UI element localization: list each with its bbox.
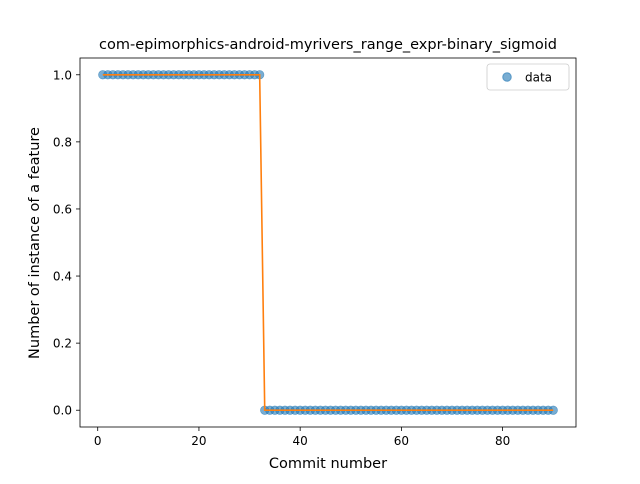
legend-label: data: [525, 71, 552, 85]
x-tick-label: 60: [394, 434, 409, 448]
fit-line: [102, 73, 554, 412]
chart-title: com-epimorphics-android-myrivers_range_e…: [99, 37, 557, 53]
x-tick-label: 20: [191, 434, 206, 448]
y-tick-label: 0.2: [53, 337, 72, 351]
y-axis-label: Number of instance of a feature: [27, 127, 43, 359]
x-tick-label: 0: [94, 434, 102, 448]
legend-box: [486, 63, 570, 91]
y-tick-label: 0.8: [53, 135, 72, 149]
x-tick-label: 40: [293, 434, 308, 448]
plot-area: 0 20 40 60 80 0.0 0.2 0.4 0.6 0.8 1.0 data: [53, 57, 577, 448]
y-tick-label: 0.0: [53, 404, 72, 418]
legend-marker: [502, 72, 512, 82]
y-tick-label: 0.6: [53, 202, 72, 216]
y-tick-label: 0.4: [53, 270, 72, 284]
x-tick-label: 80: [495, 434, 510, 448]
axes-frame: [79, 57, 577, 428]
x-axis-label: Commit number: [269, 456, 387, 472]
y-tick-label: 1.0: [53, 68, 72, 82]
